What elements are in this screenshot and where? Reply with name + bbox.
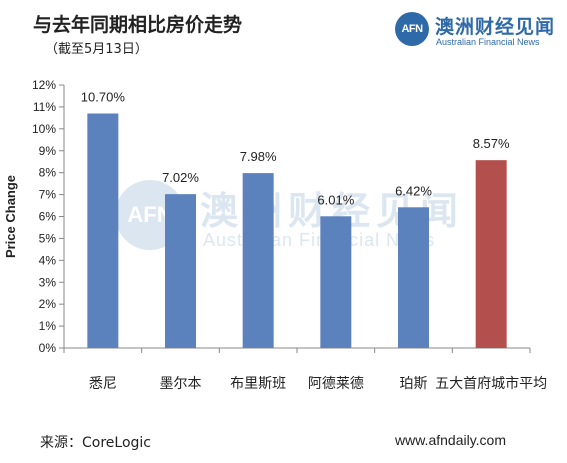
category-label: 五大首府城市平均	[435, 375, 547, 392]
category-label: 悉尼	[89, 376, 117, 392]
bar-1	[87, 113, 119, 348]
y-tick-label: 3%	[39, 275, 57, 289]
bar-5	[398, 207, 429, 348]
y-tick-label: 7%	[39, 188, 57, 202]
y-tick-label: 2%	[39, 297, 57, 311]
data-label: 6.01%	[317, 192, 354, 207]
bar-6	[475, 160, 507, 348]
data-label: 6.42%	[395, 183, 432, 198]
y-tick-label: 5%	[39, 231, 57, 245]
data-label: 7.02%	[162, 170, 199, 185]
bar-3	[242, 173, 274, 348]
afn-logo-name-en: Australian Financial News	[436, 37, 540, 47]
category-label: 阿德莱德	[308, 376, 364, 392]
data-label: 10.70%	[81, 89, 126, 104]
y-tick-label: 12%	[32, 78, 56, 92]
category-label: 布里斯班	[230, 376, 286, 392]
y-tick-label: 0%	[39, 341, 57, 355]
bar-2	[165, 194, 196, 348]
data-label: 7.98%	[240, 149, 277, 164]
y-tick-label: 10%	[32, 122, 56, 136]
afn-logo: AFN 澳洲财经见闻 Australian Financial News	[395, 10, 560, 50]
data-label: 8.57%	[473, 136, 510, 151]
y-axis-title: Price Change	[3, 175, 18, 258]
afn-logo-mark: AFN	[395, 12, 429, 46]
y-tick-label: 6%	[39, 210, 57, 224]
y-tick-label: 8%	[39, 166, 57, 180]
y-tick-label: 1%	[39, 319, 57, 333]
category-label: 墨尔本	[160, 376, 202, 392]
category-label: 珀斯	[400, 376, 428, 392]
bar-4	[320, 216, 352, 348]
source-note: 来源：CoreLogic	[40, 435, 151, 451]
chart-subtitle: （截至5月13日）	[45, 42, 148, 57]
chart-title: 与去年同期相比房价走势	[33, 14, 243, 36]
y-tick-label: 9%	[39, 144, 57, 158]
website-url: www.afndaily.com	[395, 432, 507, 448]
afn-logo-name-cn: 澳洲财经见闻	[435, 16, 556, 38]
y-tick-label: 11%	[33, 100, 56, 114]
y-tick-label: 4%	[39, 253, 57, 267]
